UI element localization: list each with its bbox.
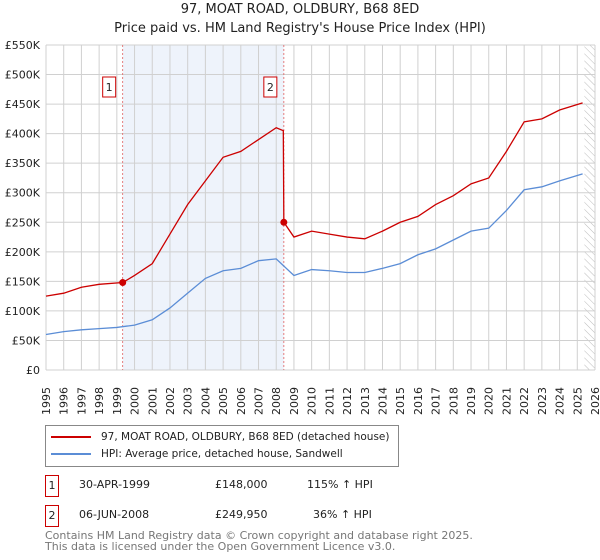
x-tick-label: 2004 xyxy=(199,387,212,415)
sale-marker: 1 xyxy=(45,475,59,497)
sale-marker-box xyxy=(102,76,117,98)
y-tick-label: £500K xyxy=(5,69,41,82)
x-tick-label: 2026 xyxy=(589,387,600,415)
sale-marker-box xyxy=(263,76,278,98)
sale-row-1: 1 30-APR-1999 £148,000 115% ↑ HPI xyxy=(45,475,445,497)
x-tick-label: 2018 xyxy=(447,387,460,415)
x-tick-label: 2022 xyxy=(518,387,531,415)
x-tick-label: 1999 xyxy=(111,387,124,415)
x-tick-label: 2024 xyxy=(554,387,567,415)
x-tick-label: 2011 xyxy=(323,387,336,415)
sale-hpi: 115% ↑ HPI xyxy=(307,478,373,491)
y-tick-label: £200K xyxy=(5,246,41,259)
x-tick-label: 2009 xyxy=(288,387,301,415)
footer-line: Contains HM Land Registry data © Crown c… xyxy=(45,529,473,542)
sale-point xyxy=(119,279,127,287)
x-tick-label: 1997 xyxy=(75,387,88,415)
sale-period-shade xyxy=(122,45,284,370)
x-tick-label: 2019 xyxy=(465,387,478,415)
x-tick-label: 2025 xyxy=(571,387,584,415)
y-tick-label: £50K xyxy=(12,334,41,347)
x-tick-label: 2013 xyxy=(359,387,372,415)
sale-price: £148,000 xyxy=(215,478,268,491)
sale-marker-label: 1 xyxy=(106,81,113,94)
hpi-line xyxy=(45,173,583,336)
x-tick-label: 2010 xyxy=(306,387,319,415)
y-tick-label: £100K xyxy=(5,305,41,318)
y-tick-label: £550K xyxy=(5,39,41,52)
legend-label: 97, MOAT ROAD, OLDBURY, B68 8ED (detache… xyxy=(101,431,390,443)
x-tick-label: 2008 xyxy=(270,387,283,415)
sale-date: 06-JUN-2008 xyxy=(79,508,150,521)
chart-title: 97, MOAT ROAD, OLDBURY, B68 8ED xyxy=(180,2,420,17)
legend-item-hpi: HPI: Average price, detached house, Sand… xyxy=(51,446,343,462)
chart-subtitle: Price paid vs. HM Land Registry's House … xyxy=(114,21,486,36)
legend: 97, MOAT ROAD, OLDBURY, B68 8ED (detache… xyxy=(45,425,399,467)
x-tick-label: 2017 xyxy=(430,387,443,415)
y-tick-label: £250K xyxy=(5,216,41,229)
x-tick-label: 2014 xyxy=(376,387,389,415)
sale-row-2: 2 06-JUN-2008 £249,950 36% ↑ HPI xyxy=(45,505,445,527)
x-tick-label: 1998 xyxy=(93,387,106,415)
x-tick-label: 2016 xyxy=(412,387,425,415)
y-tick-label: £400K xyxy=(5,128,41,141)
x-tick-label: 2023 xyxy=(536,387,549,415)
x-tick-label: 2002 xyxy=(164,387,177,415)
y-tick-label: £350K xyxy=(5,157,41,170)
x-tick-label: 1995 xyxy=(40,387,53,415)
x-tick-label: 2001 xyxy=(146,387,159,415)
sale-point xyxy=(280,218,288,226)
sale-hpi: 36% ↑ HPI xyxy=(313,508,372,521)
x-tick-label: 2003 xyxy=(182,387,195,415)
y-tick-label: £0 xyxy=(26,364,40,377)
x-tick-label: 1996 xyxy=(58,387,71,415)
x-tick-label: 2012 xyxy=(341,387,354,415)
x-tick-label: 2006 xyxy=(235,387,248,415)
x-tick-label: 2015 xyxy=(394,387,407,415)
footer: Contains HM Land Registry data © Crown c… xyxy=(45,530,473,552)
y-tick-label: £450K xyxy=(5,98,41,111)
x-tick-label: 2000 xyxy=(129,387,142,415)
sale-marker: 2 xyxy=(45,505,59,527)
x-tick-label: 2020 xyxy=(483,387,496,415)
property-price-line xyxy=(45,102,583,297)
x-tick-label: 2007 xyxy=(253,387,266,415)
sale-date: 30-APR-1999 xyxy=(79,478,151,491)
legend-item-property: 97, MOAT ROAD, OLDBURY, B68 8ED (detache… xyxy=(51,429,389,445)
price-chart: 1995 1996 1997 1998 1999 2000 2001 2002 2003 2004… xyxy=(5,39,600,415)
y-tick-label: £150K xyxy=(5,275,41,288)
y-tick-label: £300K xyxy=(5,187,41,200)
legend-label: HPI: Average price, detached house, Sand… xyxy=(101,448,343,460)
forecast-hatch xyxy=(584,45,595,370)
footer-line: This data is licensed under the Open Gov… xyxy=(45,540,396,553)
sale-price: £249,950 xyxy=(215,508,268,521)
sale-marker-label: 2 xyxy=(267,81,274,94)
x-tick-label: 2021 xyxy=(500,387,513,415)
x-tick-label: 2005 xyxy=(217,387,230,415)
